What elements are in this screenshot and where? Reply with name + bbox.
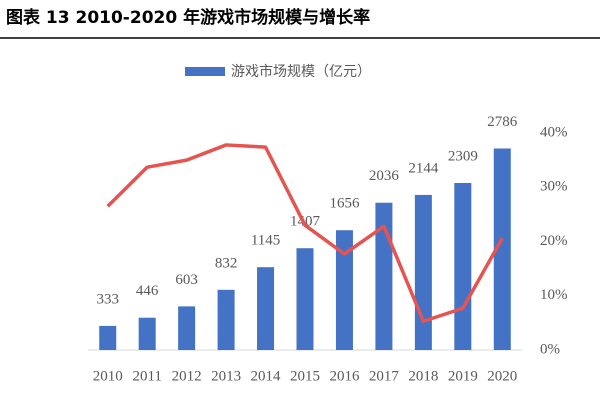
y2-tick-label: 30% [540,179,568,195]
data-label: 1145 [251,233,280,249]
legend-swatch [185,67,225,76]
y2-tick-label: 10% [540,287,568,303]
data-label: 2309 [448,148,478,164]
data-label: 2144 [408,160,439,176]
bar [296,248,314,350]
x-tick-label: 2014 [251,368,282,384]
bar [335,230,353,350]
x-tick-label: 2018 [408,368,438,384]
data-label: 446 [136,283,159,299]
bar [138,317,156,350]
line [106,143,504,323]
x-tick-label: 2017 [369,368,400,384]
x-tick-label: 2010 [93,368,123,384]
bar [257,267,275,350]
data-label: 603 [175,272,198,288]
bar [99,325,117,350]
data-label: 832 [215,255,238,271]
bar [178,306,196,350]
x-tick-label: 2016 [329,368,360,384]
data-label: 2036 [369,168,400,184]
data-label: 1656 [329,196,360,212]
legend-label: 游戏市场规模（亿元） [231,63,371,80]
bar [414,194,432,350]
bar [217,289,235,350]
x-tick-label: 2019 [448,368,478,384]
y2-tick-label: 0% [540,341,560,357]
x-tick-label: 2011 [132,368,161,384]
bar [493,148,511,350]
x-tick-label: 2013 [211,368,241,384]
x-tick-label: 2012 [172,368,202,384]
data-label: 333 [96,291,119,307]
data-label: 2786 [487,114,518,130]
y2-tick-label: 40% [540,124,568,140]
bar [454,182,472,350]
chart-title: 图表 13 2010-2020 年游戏市场规模与增长率 [6,7,370,28]
data-label: 1407 [290,214,321,230]
y2-tick-label: 20% [540,233,568,249]
x-tick-label: 2015 [290,368,320,384]
x-tick-label: 2020 [487,368,517,384]
